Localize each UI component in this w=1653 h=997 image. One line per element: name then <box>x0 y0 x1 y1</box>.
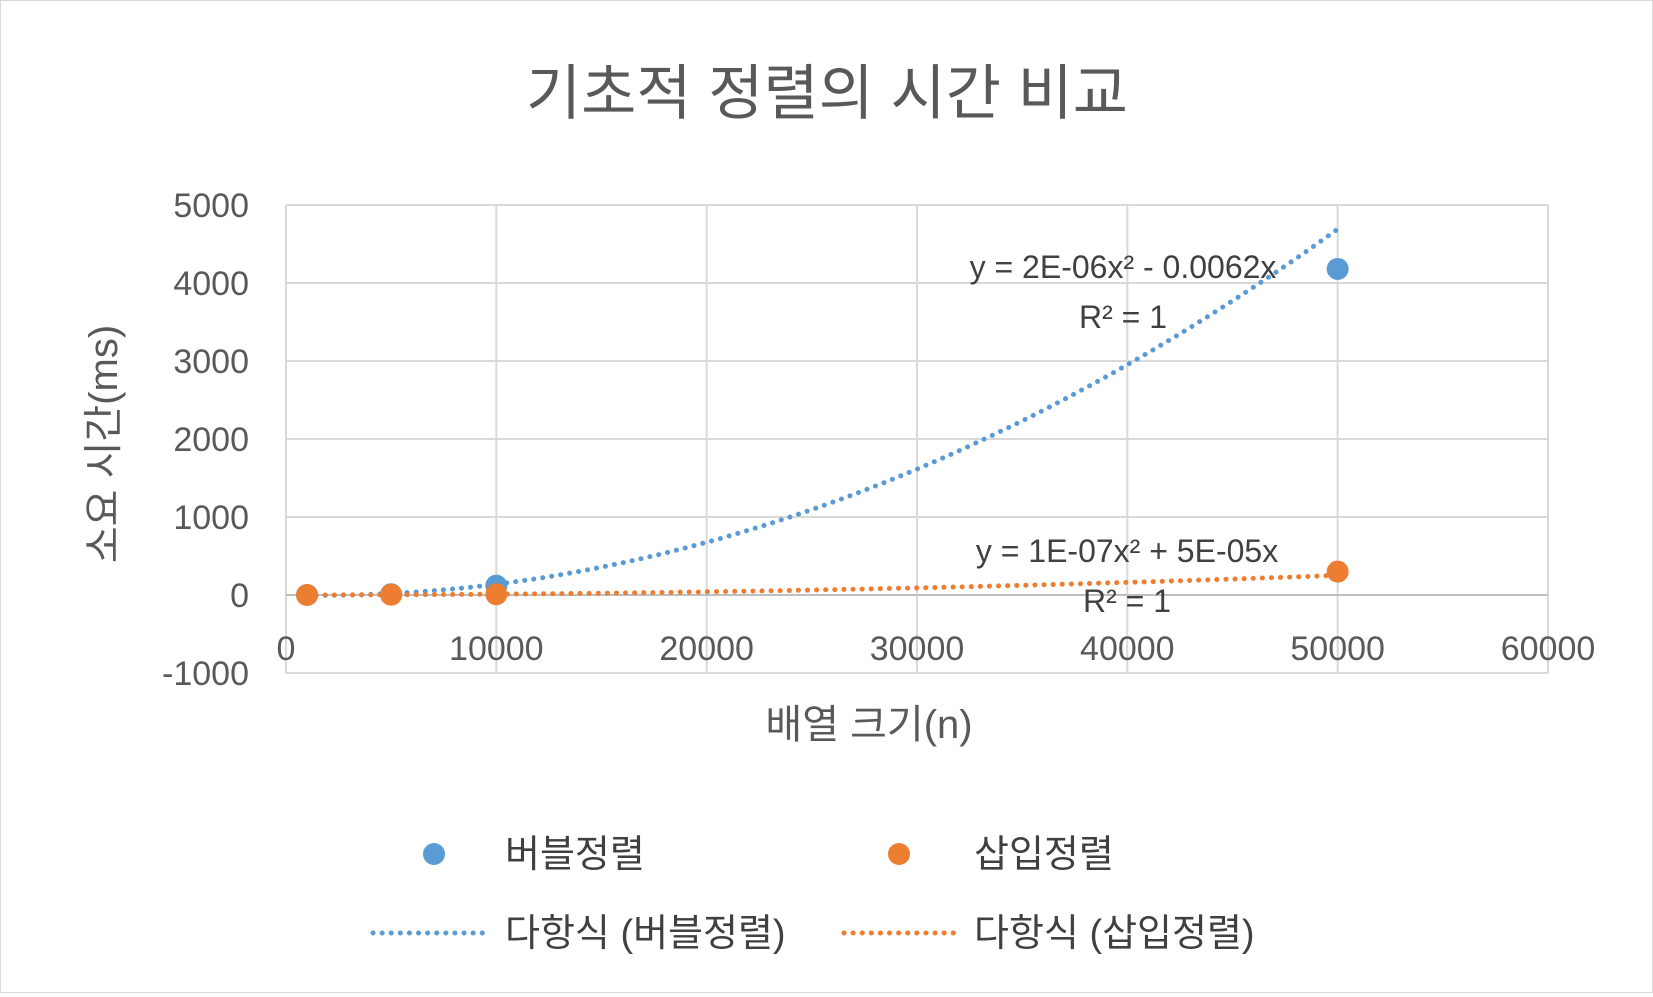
y-axis-title: 소요 시간(ms) <box>82 325 126 563</box>
y-tick-label: 0 <box>230 577 249 615</box>
y-axis-ticks: -1000 0 1000 2000 3000 4000 5000 <box>162 187 249 693</box>
data-point-bubble <box>1326 257 1349 280</box>
trendline-insertion <box>304 572 1341 598</box>
equation-insertion-line-2: R² = 1 <box>1083 583 1171 619</box>
x-axis-ticks: 0 10000 20000 30000 40000 50000 60000 <box>277 630 1596 668</box>
y-tick-label: 4000 <box>173 265 249 303</box>
legend-label-bubble: 버블정렬 <box>505 834 645 876</box>
equation-bubble-line-2: R² = 1 <box>1079 299 1167 335</box>
data-point-insertion <box>485 583 508 606</box>
data-point-insertion <box>380 583 403 606</box>
legend: 버블정렬 삽입정렬 다항식 (버블정렬) 다항식 (삽입정렬) <box>370 834 1255 955</box>
legend-marker-bubble <box>423 843 445 865</box>
y-tick-label: 1000 <box>173 499 249 537</box>
legend-label-insertion: 삽입정렬 <box>974 834 1114 876</box>
trendlines <box>304 226 1341 598</box>
y-tick-label: 2000 <box>173 421 249 459</box>
x-tick-label: 10000 <box>449 630 544 668</box>
x-tick-label: 50000 <box>1290 630 1385 668</box>
x-axis-title: 배열 크기(n) <box>765 703 972 747</box>
legend-label-trend-bubble: 다항식 (버블정렬) <box>505 913 786 955</box>
equation-label-bubble: y = 2E-06x² - 0.0062x R² = 1 <box>970 249 1277 335</box>
data-point-insertion <box>296 584 319 606</box>
x-tick-label: 20000 <box>659 630 754 668</box>
x-tick-label: 60000 <box>1501 630 1596 668</box>
x-tick-label: 40000 <box>1080 630 1175 668</box>
gridlines <box>285 204 1549 674</box>
equation-label-insertion: y = 1E-07x² + 5E-05x R² = 1 <box>976 533 1278 619</box>
legend-label-trend-insertion: 다항식 (삽입정렬) <box>974 913 1255 955</box>
y-tick-label: 3000 <box>173 343 249 381</box>
data-point-insertion <box>1326 560 1349 583</box>
equation-insertion-line-1: y = 1E-07x² + 5E-05x <box>976 533 1278 569</box>
y-tick-label: 5000 <box>173 187 249 225</box>
x-tick-label: 30000 <box>870 630 965 668</box>
x-tick-label: 0 <box>277 630 296 668</box>
y-tick-label: -1000 <box>162 655 249 693</box>
equation-bubble-line-1: y = 2E-06x² - 0.0062x <box>970 249 1277 285</box>
data-points <box>296 257 1349 606</box>
legend-marker-insertion <box>888 843 910 865</box>
chart-title: 기초적 정렬의 시간 비교 <box>526 60 1128 127</box>
trendline-bubble <box>304 226 1341 598</box>
